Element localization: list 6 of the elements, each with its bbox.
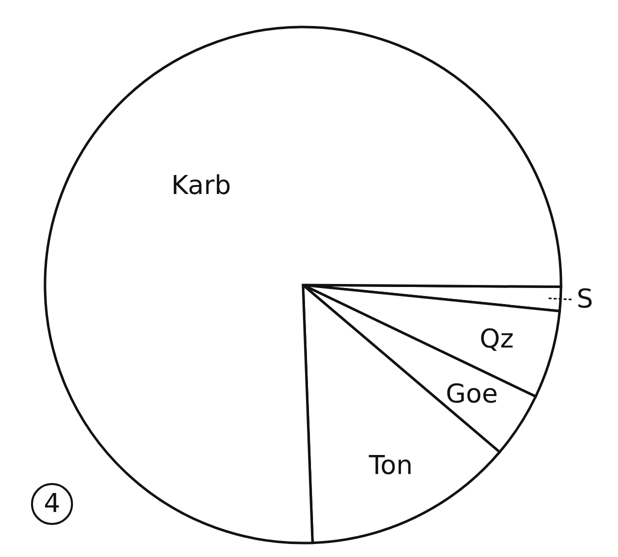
slice-label: Karb <box>171 171 232 202</box>
pie-slice <box>44 26 562 544</box>
slice-label: Goe <box>446 380 498 410</box>
slice-label: S <box>576 284 594 315</box>
slice-label: Qz <box>480 324 514 354</box>
slice-label: Ton <box>368 451 413 482</box>
